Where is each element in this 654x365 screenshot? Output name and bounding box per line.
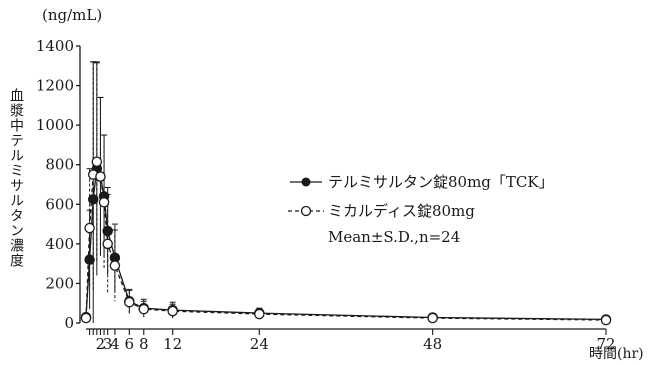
data-point-filled [87, 194, 99, 205]
data-point-filled [84, 254, 95, 265]
x-tick-label: 48 [423, 335, 442, 353]
y-tick-label: 600 [45, 195, 74, 213]
legend-label-tck: テルミサルタン錠80mg「TCK」 [328, 173, 554, 191]
legend-symbol-solid-filled [290, 177, 322, 186]
y-tick-label: 200 [45, 274, 74, 292]
data-point-open [167, 305, 178, 317]
legend-note: Mean±S.D.,n=24 [328, 228, 461, 246]
x-tick-label: 24 [250, 335, 269, 353]
y-tick-label: 1200 [36, 77, 74, 95]
x-tick-label: 8 [139, 335, 149, 353]
y-tick-label: 1400 [36, 37, 74, 55]
data-point-open [427, 312, 438, 324]
x-axis-unit: 時間(hr) [589, 346, 644, 362]
y-tick-label: 0 [64, 314, 74, 332]
data-point-open [254, 308, 265, 320]
x-tick-label: 72 [596, 335, 615, 353]
data-point-open [91, 156, 103, 167]
x-tick-label: 3 [103, 335, 113, 353]
data-point-open [124, 296, 135, 308]
legend-entry-tck: テルミサルタン錠80mg「TCK」 [286, 167, 554, 196]
y-tick-label: 400 [45, 235, 74, 253]
y-tick-label: 800 [45, 156, 74, 174]
data-point-filled [102, 225, 113, 237]
data-point-open [95, 171, 106, 182]
legend-label-micardis: ミカルディス錠80mg [328, 202, 475, 220]
data-point-open [109, 260, 121, 271]
x-tick-label: 6 [125, 335, 135, 353]
x-tick-label: 12 [163, 335, 182, 353]
legend: テルミサルタン錠80mg「TCK」 ミカルディス錠80mg Mean±S.D.,… [286, 167, 554, 249]
y-axis-label: 血漿中テルミサルタン濃度 [8, 88, 24, 268]
x-tick-label: 4 [110, 335, 120, 353]
series-markers [80, 156, 612, 326]
legend-entry-micardis: ミカルディス錠80mg [286, 196, 554, 225]
data-point-open [102, 238, 113, 250]
axes: 0 200 400 600 800 1000 1200 1400 234 6 8 12 24 48 72 [36, 37, 616, 353]
data-point-open [600, 314, 612, 326]
data-point-open [138, 303, 150, 315]
y-axis-unit: (ng/mL) [42, 6, 103, 24]
data-point-open [98, 197, 110, 208]
y-tick-label: 1000 [36, 116, 74, 134]
data-point-open [80, 312, 92, 324]
data-point-open [84, 222, 95, 234]
x-tick-label: 2 [96, 335, 106, 353]
legend-symbol-dashed-open [288, 205, 324, 216]
